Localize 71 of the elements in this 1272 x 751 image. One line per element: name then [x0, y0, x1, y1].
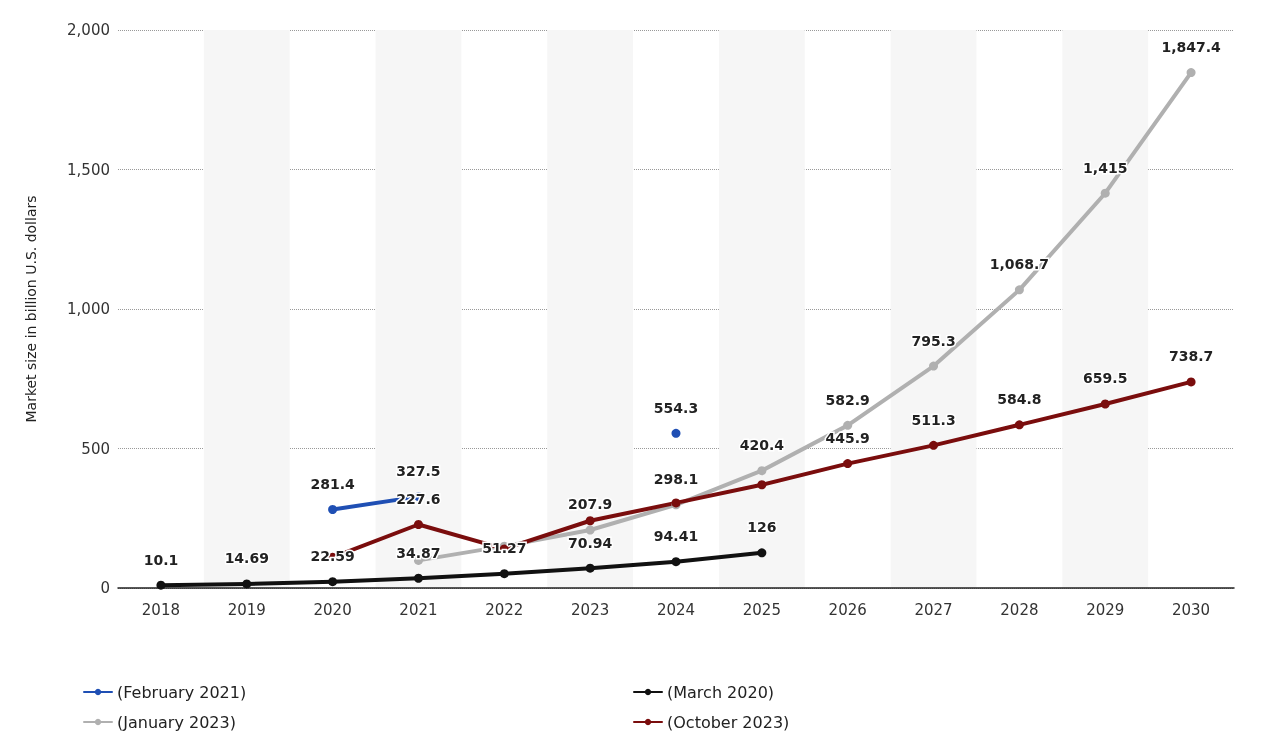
- point: [499, 569, 509, 579]
- data-label: 298.1: [653, 471, 699, 488]
- y-tick-label: 1,000: [67, 300, 110, 318]
- point: [242, 579, 252, 589]
- point: [757, 466, 767, 476]
- data-label: 554.3: [653, 399, 699, 416]
- data-label: 327.5: [396, 463, 441, 480]
- point: [843, 459, 853, 469]
- point: [1186, 377, 1196, 387]
- x-tick-label: 2023: [571, 600, 610, 619]
- point: [843, 420, 853, 430]
- point: [585, 516, 595, 526]
- data-label: 207.9: [568, 496, 613, 513]
- point: [1100, 399, 1110, 409]
- x-tick-label: 2019: [227, 600, 266, 619]
- data-label: 582.9: [825, 391, 870, 408]
- data-label: 659.5: [1083, 370, 1128, 387]
- data-label: 126: [747, 519, 777, 536]
- point: [1014, 285, 1024, 295]
- point: [1186, 68, 1196, 78]
- point: [929, 361, 939, 371]
- y-tick-label: 2,000: [67, 21, 110, 39]
- data-label: 1,068.7: [989, 256, 1050, 273]
- x-tick-label: 2022: [485, 600, 524, 619]
- point: [413, 520, 423, 529]
- x-tick-label: 2030: [1171, 600, 1211, 619]
- point: [328, 504, 338, 514]
- data-label: 281.4: [310, 475, 356, 492]
- point: [671, 428, 681, 438]
- x-tick-label: 2021: [399, 600, 438, 619]
- legend-label: (October 2023): [667, 712, 790, 732]
- data-label: 14.69: [224, 550, 269, 567]
- y-tick-label: 0: [100, 579, 110, 597]
- y-tick-label: 500: [81, 439, 110, 458]
- point: [1014, 420, 1024, 430]
- x-tick-label: 2027: [914, 600, 953, 619]
- y-axis-title: Market size in billion U.S. dollars: [23, 195, 39, 423]
- x-tick-label: 2025: [742, 600, 781, 619]
- x-tick-label: 2020: [313, 600, 352, 619]
- legend-label: (January 2023): [117, 712, 236, 732]
- data-label: 511.3: [911, 411, 956, 428]
- x-tick-label: 2029: [1086, 600, 1125, 619]
- point: [328, 577, 338, 587]
- data-label: 1,415: [1083, 159, 1128, 176]
- data-label: 420.4: [739, 437, 785, 454]
- data-label: 445.9: [825, 430, 870, 447]
- data-label: 94.41: [653, 528, 699, 545]
- x-tick-label: 2018: [141, 600, 181, 619]
- legend-label: (March 2020): [667, 682, 775, 702]
- data-label: 738.7: [1168, 348, 1214, 365]
- x-tick-label: 2026: [828, 600, 867, 619]
- data-label: 70.94: [568, 534, 613, 551]
- point: [585, 525, 595, 535]
- point: [671, 557, 681, 567]
- point: [757, 548, 767, 558]
- data-label: 34.87: [396, 544, 441, 561]
- data-label: 1,847.4: [1161, 39, 1222, 56]
- point: [585, 563, 595, 573]
- data-label: 795.3: [911, 332, 956, 349]
- y-tick-label: 1,500: [67, 160, 110, 179]
- data-label: 51.27: [482, 540, 527, 557]
- point: [413, 573, 423, 583]
- data-label: 584.8: [997, 391, 1042, 408]
- x-tick-label: 2024: [656, 600, 696, 619]
- point: [156, 580, 166, 590]
- legend-label: (February 2021): [117, 682, 247, 702]
- point: [929, 440, 939, 450]
- point: [1100, 188, 1110, 198]
- data-label: 10.1: [143, 551, 179, 568]
- point: [757, 480, 767, 490]
- x-tick-label: 2028: [1000, 600, 1039, 619]
